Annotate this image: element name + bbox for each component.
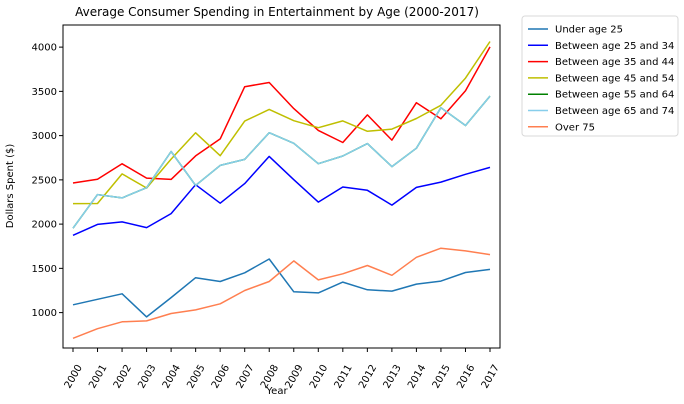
x-tick-label: 2002 xyxy=(112,363,134,391)
x-tick-label: 2014 xyxy=(406,363,428,391)
x-tick-label: 2003 xyxy=(136,363,158,391)
y-tick-label: 2500 xyxy=(32,175,57,186)
series-line-4 xyxy=(72,95,491,229)
legend-entry: Over 75 xyxy=(555,122,595,133)
y-tick-label: 3000 xyxy=(32,131,57,142)
legend: Under age 25 Between age 25 and 34 Between… xyxy=(521,15,679,137)
y-tick-label: 1000 xyxy=(32,308,57,319)
x-tick-label: 2015 xyxy=(431,363,453,391)
legend-entry: Between age 35 and 44 xyxy=(555,57,674,68)
x-tick-label: 2000 xyxy=(63,363,85,391)
legend-entry: Between age 65 and 74 xyxy=(555,106,674,117)
series-line-2 xyxy=(72,46,491,184)
x-tick-label: 2013 xyxy=(382,363,404,391)
x-tick-label: 2006 xyxy=(210,363,232,391)
series-line-1 xyxy=(72,155,491,236)
legend-entry: Between age 45 and 54 xyxy=(555,73,674,84)
x-tick-label: 2010 xyxy=(308,363,330,391)
y-tick-label: 4000 xyxy=(32,43,57,54)
x-tick-label: 2011 xyxy=(333,363,355,391)
x-tick-label: 2001 xyxy=(87,363,109,391)
x-axis: 2000 2001 2002 2003 2004 2005 2006 2007 2008 2009… xyxy=(63,348,502,391)
y-axis: 1000 1500 2000 2500 3000 3500 4000 xyxy=(32,43,63,319)
y-axis-label: Dollars Spent ($) xyxy=(5,144,16,229)
legend-entry: Under age 25 xyxy=(555,25,623,36)
series-line-6 xyxy=(72,247,491,339)
series-lines xyxy=(72,41,491,339)
y-tick-label: 2000 xyxy=(32,220,57,231)
x-tick-label: 2017 xyxy=(480,363,502,391)
plot-frame xyxy=(62,24,501,349)
y-tick-label: 3500 xyxy=(32,87,57,98)
x-tick-label: 2004 xyxy=(161,363,183,391)
series-line-0 xyxy=(72,258,491,318)
x-tick-label: 2012 xyxy=(357,363,379,391)
x-tick-label: 2016 xyxy=(455,363,477,391)
legend-box xyxy=(521,15,679,137)
chart-title: Average Consumer Spending in Entertainme… xyxy=(75,5,479,19)
legend-entry: Between age 55 and 64 xyxy=(555,90,674,101)
y-tick-label: 1500 xyxy=(32,264,57,275)
x-tick-label: 2005 xyxy=(185,363,207,391)
series-line-5 xyxy=(72,95,491,229)
legend-entry: Between age 25 and 34 xyxy=(555,41,674,52)
series-line-3 xyxy=(72,41,491,205)
x-axis-label: Year xyxy=(265,386,288,397)
x-tick-label: 2007 xyxy=(234,363,256,391)
